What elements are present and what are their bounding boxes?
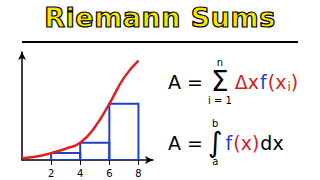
svg-text:8: 8 bbox=[135, 168, 141, 179]
html-text:Σ: Σ bbox=[211, 65, 229, 98]
html-text:b: b bbox=[212, 118, 219, 129]
html-text:A =: A = bbox=[168, 132, 203, 154]
html-text:f (x) dx: f (x) dx bbox=[225, 132, 284, 154]
html-text:n: n bbox=[216, 57, 224, 68]
html-text:i = 1: i = 1 bbox=[208, 95, 232, 106]
svg-text:2: 2 bbox=[48, 168, 54, 179]
html-text:Riemann Sums: Riemann Sums bbox=[44, 2, 276, 33]
svg-text:6: 6 bbox=[106, 168, 112, 179]
html-text:a: a bbox=[212, 156, 219, 167]
html-text:A =: A = bbox=[168, 71, 203, 93]
svg-text:4: 4 bbox=[77, 168, 83, 179]
html-text:Δx f (xi): Δx f (xi) bbox=[234, 71, 299, 94]
